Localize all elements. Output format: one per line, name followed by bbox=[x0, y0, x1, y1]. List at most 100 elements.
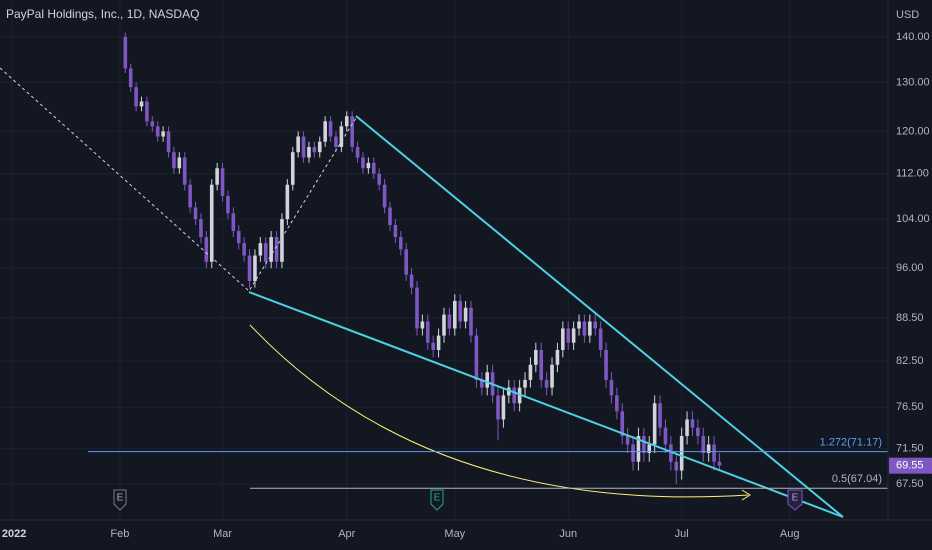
candle-body bbox=[555, 349, 560, 365]
chart-title: PayPal Holdings, Inc., 1D, NASDAQ bbox=[6, 7, 199, 21]
candle-body bbox=[247, 255, 252, 282]
candle-body bbox=[415, 287, 419, 329]
y-tick-label: 67.50 bbox=[896, 478, 924, 490]
x-tick-label: Apr bbox=[338, 528, 355, 540]
candle-body bbox=[285, 184, 290, 220]
candle-body bbox=[258, 243, 263, 256]
candle-body bbox=[485, 372, 490, 388]
candle-body bbox=[166, 131, 171, 153]
candle-body bbox=[550, 364, 554, 388]
candle-body bbox=[220, 168, 225, 196]
candle-body bbox=[344, 116, 349, 127]
candle-body bbox=[425, 321, 430, 343]
x-tick-label: May bbox=[444, 528, 465, 540]
candle-body bbox=[647, 444, 652, 454]
candle-body bbox=[598, 328, 603, 350]
candle-body bbox=[274, 237, 279, 262]
candle-body bbox=[123, 36, 128, 69]
x-tick-label: Mar bbox=[213, 528, 232, 540]
grid bbox=[0, 0, 888, 520]
candle-body bbox=[177, 157, 182, 169]
y-tick-label: 71.50 bbox=[896, 443, 924, 455]
candle-body bbox=[431, 342, 435, 350]
candle-body bbox=[712, 444, 716, 462]
candle-body bbox=[544, 379, 549, 388]
lower-trendline bbox=[248, 291, 844, 518]
candle-body bbox=[663, 427, 668, 445]
candle-body bbox=[134, 87, 138, 107]
candle-body bbox=[577, 321, 581, 329]
upper-trendline bbox=[355, 115, 844, 518]
candle-body bbox=[588, 321, 592, 336]
candle-body bbox=[280, 219, 284, 262]
candle-body bbox=[382, 184, 387, 208]
candle-body bbox=[458, 300, 463, 322]
candle-body bbox=[469, 307, 473, 336]
event-markers: E E E bbox=[113, 489, 803, 511]
candle-body bbox=[534, 349, 538, 365]
candle-body bbox=[463, 307, 468, 322]
candle-body bbox=[317, 141, 322, 153]
candle-body bbox=[371, 162, 376, 174]
candle-body bbox=[571, 328, 576, 343]
candle-body bbox=[226, 195, 230, 214]
curve-arrow bbox=[249, 324, 749, 498]
candle-body bbox=[204, 237, 209, 262]
y-tick-label: 120.00 bbox=[896, 125, 930, 137]
candle-body bbox=[420, 321, 425, 329]
candle-body bbox=[685, 419, 689, 437]
levels: 1.272(71.17) 0.5(67.04) bbox=[88, 436, 888, 489]
candle-body bbox=[480, 379, 484, 388]
candle-body bbox=[361, 157, 365, 169]
price-tag-label: 69.55 bbox=[896, 460, 924, 472]
candle-body bbox=[706, 444, 711, 454]
candle-body bbox=[512, 387, 517, 404]
candle-body bbox=[561, 328, 565, 350]
candle-body bbox=[528, 364, 533, 380]
candle-body bbox=[652, 403, 657, 445]
candle-body bbox=[436, 335, 441, 350]
x-tick-label: Jun bbox=[559, 528, 577, 540]
candle-body bbox=[674, 461, 679, 471]
candle-body bbox=[679, 436, 684, 471]
candle-body bbox=[636, 436, 641, 462]
candle-body bbox=[593, 321, 598, 329]
y-tick-label: 88.50 bbox=[896, 312, 924, 324]
candle-body bbox=[474, 335, 479, 380]
candle-body bbox=[307, 146, 311, 158]
x-tick-label: Jul bbox=[675, 528, 689, 540]
level-label: 0.5(67.04) bbox=[832, 473, 882, 485]
candle-body bbox=[312, 146, 317, 153]
candle-body bbox=[404, 249, 408, 275]
candle-body bbox=[620, 411, 625, 437]
candle-body bbox=[355, 146, 360, 158]
candle-body bbox=[150, 121, 155, 127]
x-tick-label: Feb bbox=[110, 528, 129, 540]
candle-body bbox=[172, 152, 176, 169]
dashed-trend bbox=[0, 67, 357, 292]
candle-body bbox=[231, 213, 236, 232]
price-tag bbox=[889, 457, 932, 474]
candle-body bbox=[242, 243, 246, 256]
candle-body bbox=[193, 207, 198, 220]
candle-body bbox=[447, 314, 452, 329]
candle-body bbox=[139, 101, 144, 107]
y-tick-label: 104.00 bbox=[896, 213, 930, 225]
candle-body bbox=[625, 436, 630, 445]
candle-body bbox=[507, 387, 511, 396]
candle-body bbox=[717, 461, 722, 466]
candle-body bbox=[393, 225, 398, 238]
candle-body bbox=[290, 152, 295, 185]
candle-body bbox=[669, 444, 673, 462]
candle-body bbox=[582, 321, 587, 336]
event-box bbox=[430, 489, 444, 511]
event-label: E bbox=[117, 493, 124, 504]
candle-body bbox=[631, 444, 635, 462]
candle-body bbox=[539, 349, 544, 380]
candle-body bbox=[253, 255, 257, 282]
x-tick-label: Aug bbox=[780, 528, 800, 540]
y-tick-label: 82.50 bbox=[896, 355, 924, 367]
